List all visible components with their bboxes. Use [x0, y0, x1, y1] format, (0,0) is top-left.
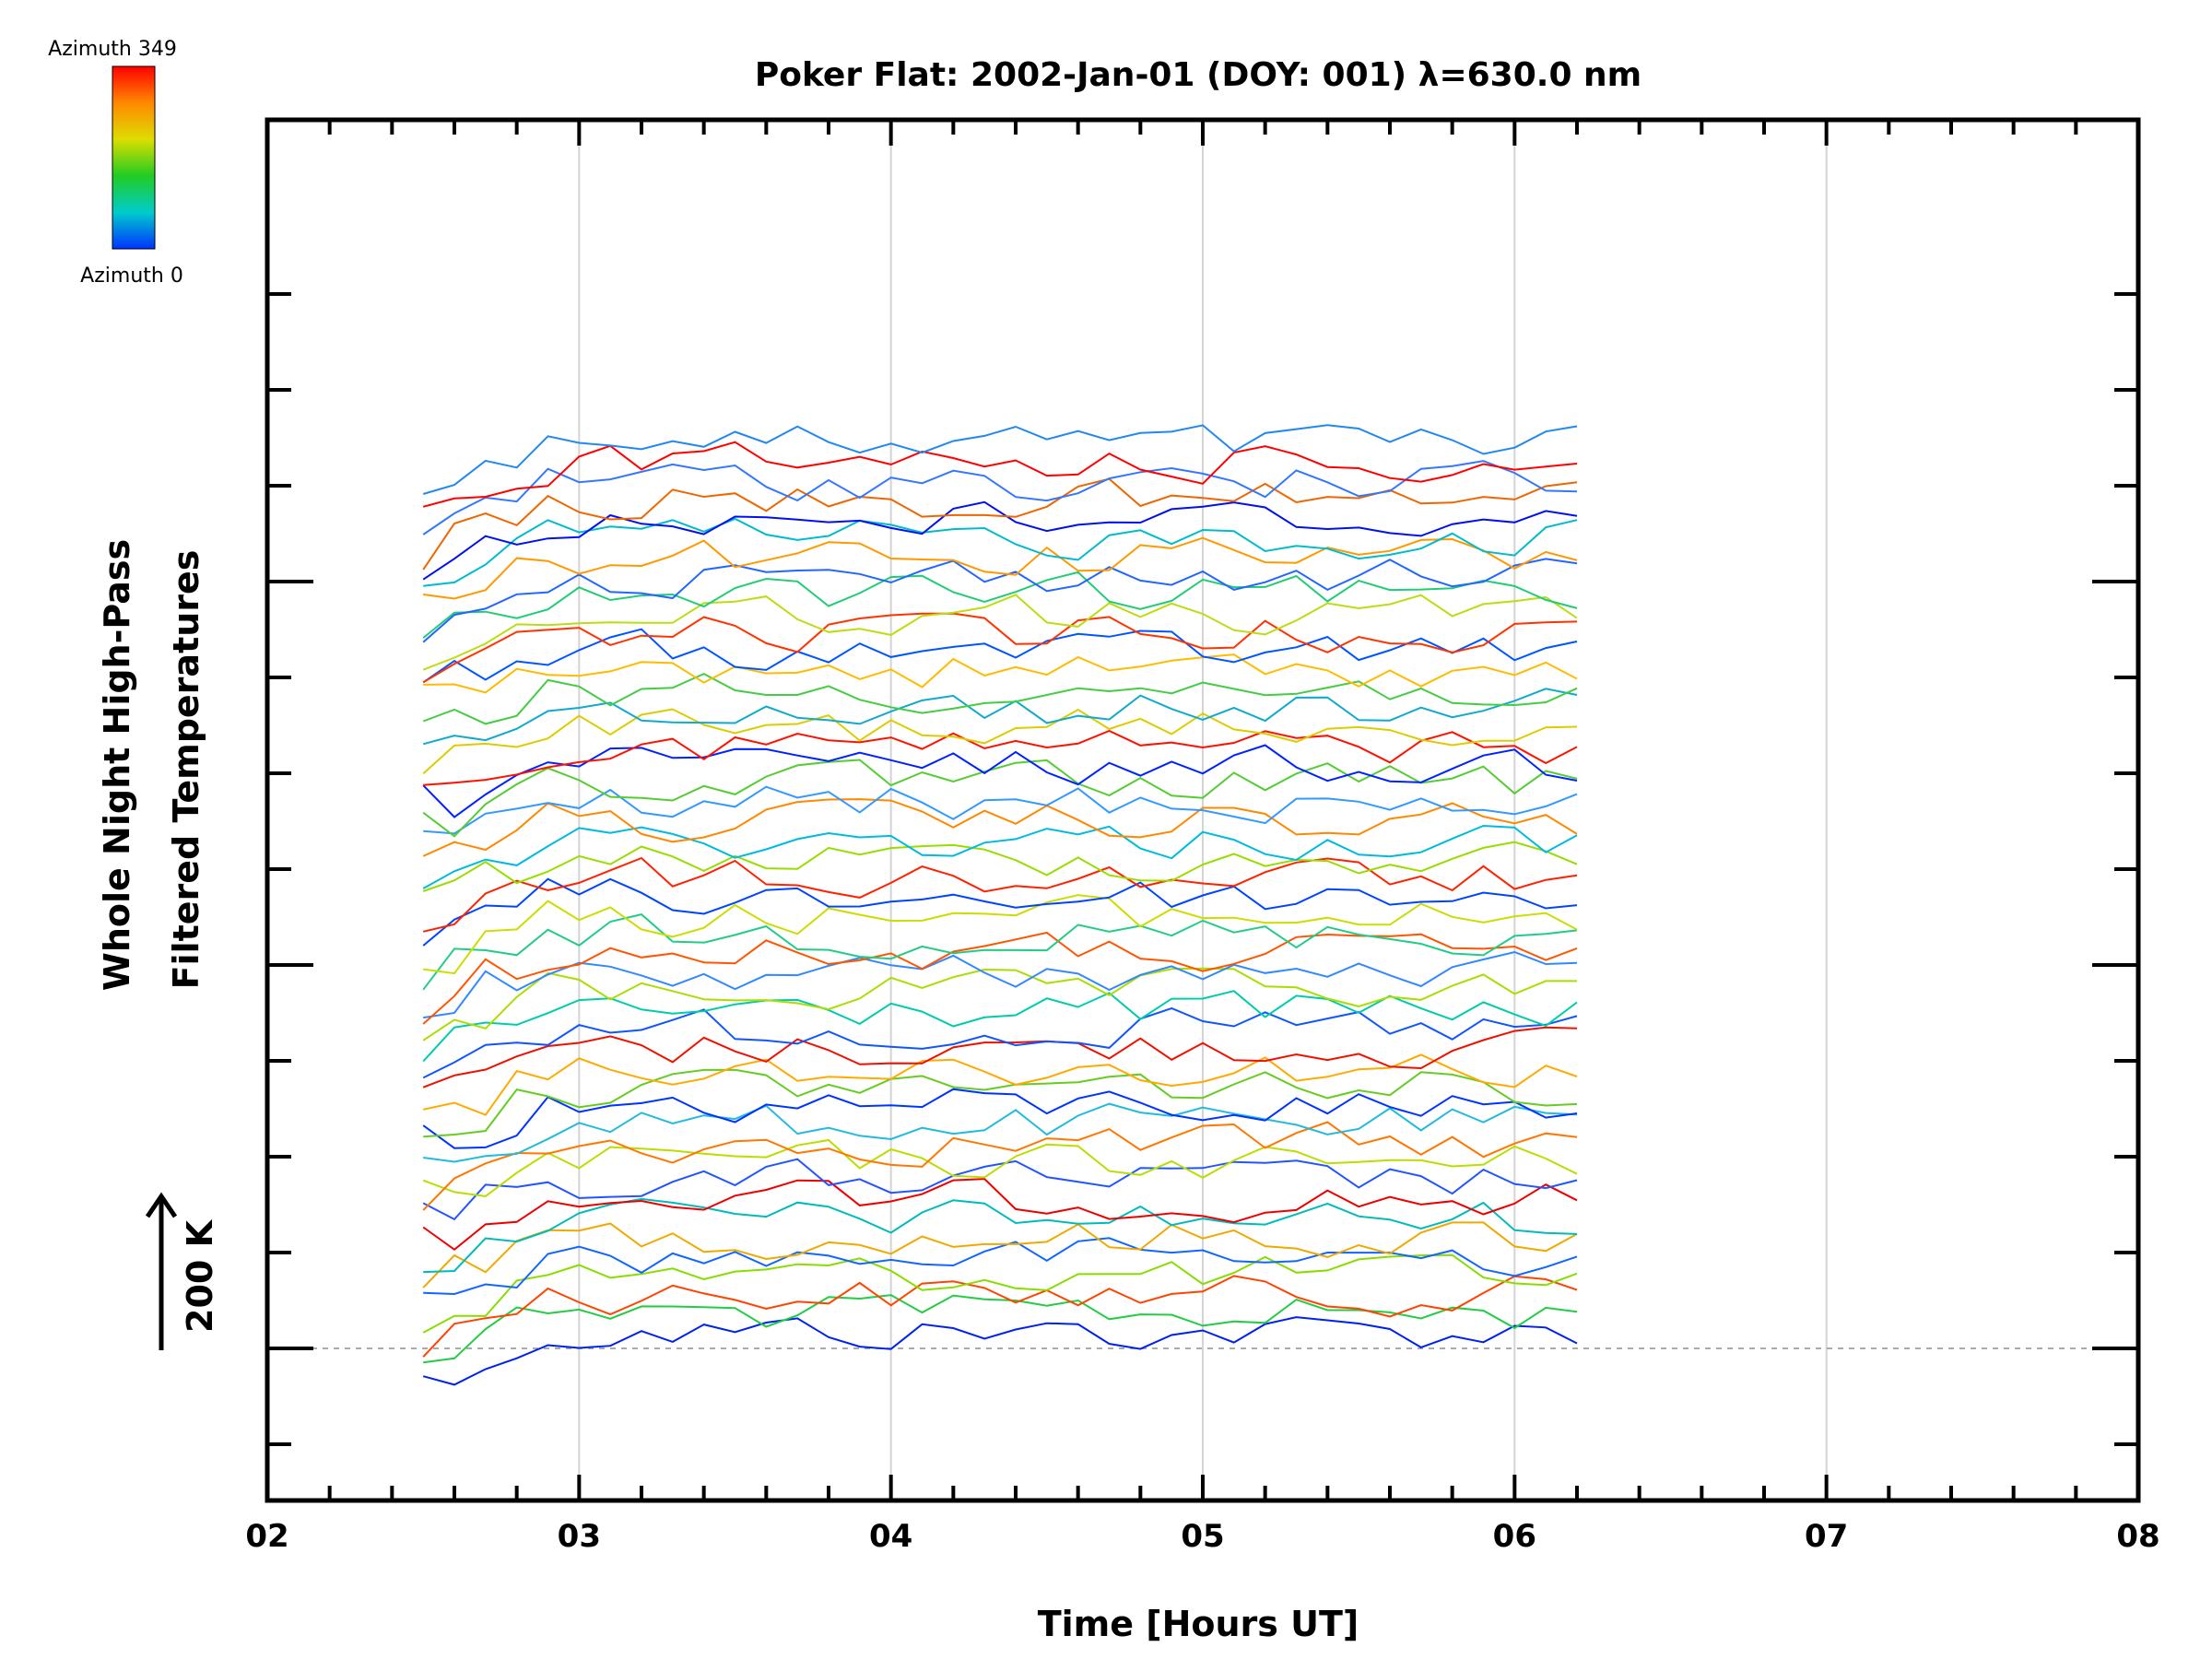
- series-line: [422, 931, 1578, 1025]
- series-line: [422, 913, 1578, 991]
- series-line: [422, 824, 1578, 889]
- series-line: [423, 1197, 1578, 1274]
- x-tick-label: 07: [1805, 1518, 1848, 1555]
- colorbar-top-label: Azimuth 349: [48, 38, 177, 61]
- series-line: [422, 990, 1578, 1063]
- series-line: [422, 856, 1578, 933]
- series-line: [423, 950, 1578, 1019]
- series-line: [422, 877, 1578, 947]
- series-line: [423, 729, 1578, 786]
- series-line: [422, 594, 1578, 671]
- scale-arrow: [145, 1192, 178, 1350]
- series-line: [422, 1158, 1578, 1221]
- series-line: [422, 1138, 1578, 1197]
- series-line: [422, 1253, 1578, 1334]
- series-line: [423, 1237, 1578, 1296]
- series-line: [422, 798, 1578, 857]
- series-line: [422, 841, 1578, 892]
- colorbar-bottom-label: Azimuth 0: [80, 265, 183, 288]
- x-tick-label: 05: [1181, 1518, 1224, 1555]
- scale-label: 200 K: [180, 1218, 220, 1333]
- series-line: [422, 1275, 1578, 1358]
- x-tick-label: 08: [2116, 1518, 2159, 1555]
- y-axis-label-line2: Filtered Temperatures: [166, 550, 206, 990]
- series-group: [422, 424, 1578, 1386]
- series-line: [423, 536, 1578, 600]
- series-line: [423, 894, 1578, 975]
- series-line: [422, 500, 1578, 581]
- series-line: [422, 672, 1578, 725]
- series-line: [422, 424, 1578, 495]
- chart-title: Poker Flat: 2002-Jan-01 (DOY: 001) λ=630…: [755, 56, 1641, 94]
- series-line: [422, 1121, 1578, 1211]
- series-line: [422, 744, 1578, 818]
- series-line: [423, 1294, 1578, 1364]
- series-line: [422, 1316, 1578, 1386]
- series-line: [423, 1102, 1578, 1163]
- axis-ticks: [265, 120, 2140, 1500]
- series-line: [422, 708, 1578, 775]
- series-line: [422, 1221, 1578, 1288]
- series-line: [422, 967, 1577, 1041]
- x-tick-label: 03: [558, 1518, 601, 1555]
- series-line: [422, 558, 1578, 643]
- x-tick-label: 04: [869, 1518, 912, 1555]
- series-line: [422, 1006, 1578, 1079]
- series-line: [422, 1053, 1578, 1116]
- series-line: [422, 1178, 1578, 1252]
- series-line: [423, 653, 1578, 694]
- x-tick-labels: 02 03 04 05 06 07 08: [245, 1518, 2159, 1555]
- x-axis-label: Time [Hours UT]: [1038, 1604, 1359, 1644]
- series-line: [422, 460, 1578, 535]
- series-line: [422, 1026, 1578, 1088]
- series-line: [423, 517, 1578, 587]
- series-line: [422, 688, 1578, 746]
- series-line: [422, 441, 1578, 508]
- colorbar: [112, 65, 156, 250]
- series-line: [422, 628, 1578, 684]
- series-line: [422, 1088, 1578, 1149]
- series-line: [423, 1068, 1578, 1138]
- x-tick-label: 06: [1493, 1518, 1536, 1555]
- y-axis-label-line1: Whole Night High-Pass: [97, 539, 137, 991]
- series-line: [422, 571, 1578, 639]
- series-line: [422, 612, 1578, 684]
- series-line: [423, 785, 1578, 835]
- series-line: [422, 759, 1578, 838]
- x-tick-label: 02: [245, 1518, 288, 1555]
